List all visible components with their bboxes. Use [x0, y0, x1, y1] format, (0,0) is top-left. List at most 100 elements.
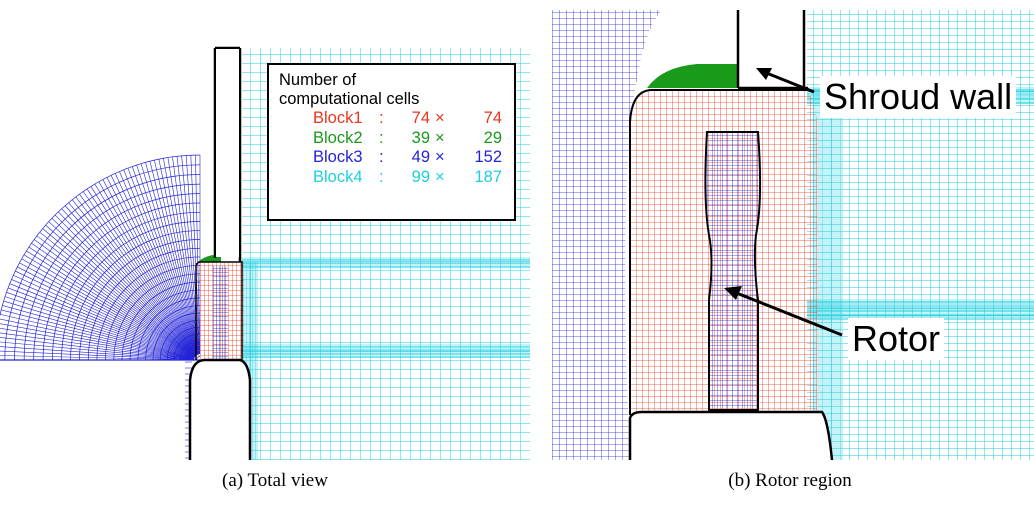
- legend-count-i: 39: [411, 128, 430, 147]
- rotor-label: Rotor: [848, 318, 945, 360]
- mesh-line: [102, 179, 198, 355]
- mesh-line: [36, 235, 196, 357]
- mesh-line: [158, 159, 200, 355]
- mesh-line: [54, 214, 196, 356]
- mesh-line: [0, 318, 195, 360]
- mesh-line: [42, 228, 196, 357]
- mesh-line: [172, 156, 200, 355]
- legend-times: ×: [435, 128, 445, 147]
- cell-count-legend: Number of computational cells Block1 : 7…: [267, 63, 516, 221]
- legend-count-i: 74: [411, 109, 430, 127]
- legend-count-j: 74: [483, 109, 502, 127]
- legend-title-line1: Number of: [279, 71, 357, 89]
- block3-outer-mesh: [552, 10, 662, 460]
- mesh-line: [6, 292, 195, 359]
- legend-count-j: 187: [474, 167, 502, 186]
- mesh-line: [23, 254, 196, 358]
- mesh-line: [0, 323, 195, 360]
- shroud-wall-arrowhead: [756, 68, 772, 80]
- mesh-line: [154, 160, 199, 355]
- mesh-line: [51, 218, 196, 357]
- legend-block-name: Block2: [313, 128, 363, 147]
- legend-row-block3: Block3 : 49 × 152: [279, 148, 514, 168]
- mesh-line: [79, 193, 197, 356]
- caption-rotor-region: (b) Rotor region: [728, 470, 852, 491]
- mesh-line: [33, 239, 196, 357]
- mesh-line: [11, 279, 195, 358]
- mesh-line: [149, 161, 199, 355]
- mesh-line: [1, 309, 195, 359]
- rotor-outline: [629, 89, 807, 415]
- hub-wall: [628, 410, 834, 460]
- legend-row-block4: Block4 : 99 × 187: [279, 168, 514, 188]
- mesh-line: [106, 177, 198, 355]
- block3-rotor-mesh: [706, 132, 760, 410]
- mesh-line: [19, 262, 195, 358]
- mesh-line: [21, 258, 195, 358]
- shroud-wall: [736, 10, 808, 90]
- mesh-line: [71, 199, 197, 356]
- rotor-arrowhead: [724, 286, 742, 300]
- mesh-line: [132, 166, 199, 355]
- mesh-line: [0, 337, 195, 360]
- mesh-line: [90, 186, 198, 356]
- caption-total-view: (a) Total view: [222, 470, 328, 491]
- mesh-line: [31, 243, 196, 357]
- legend-block-name: Block3: [313, 148, 363, 166]
- mesh-line: [2, 305, 195, 359]
- panel-rotor-region: [552, 0, 1034, 460]
- mesh-line: [9, 283, 195, 359]
- mesh-line: [110, 175, 198, 355]
- mesh-line: [0, 355, 195, 361]
- mesh-line: [140, 163, 199, 355]
- mesh-line: [3, 300, 195, 359]
- mesh-line: [114, 173, 198, 355]
- mesh-line: [15, 270, 195, 358]
- mesh-rotor-region: [552, 0, 1034, 460]
- mesh-line: [68, 202, 197, 356]
- legend-separator: :: [379, 148, 384, 166]
- rotor-arrow: [733, 290, 843, 337]
- legend-block-name: Block1: [313, 109, 363, 127]
- mesh-line: [4, 296, 195, 359]
- hub-wall: [188, 358, 252, 460]
- mesh-line: [94, 183, 198, 356]
- mesh-line: [0, 332, 195, 360]
- legend-row-block1: Block1 : 74 × 74: [279, 109, 514, 129]
- legend-times: ×: [435, 148, 445, 166]
- block2-mesh: [647, 64, 738, 88]
- mesh-line: [0, 328, 195, 360]
- wall-gap: [216, 49, 239, 257]
- mesh-line: [123, 169, 199, 355]
- shroud-wall-label: Shroud wall: [820, 76, 1017, 118]
- mesh-line: [0, 350, 195, 361]
- legend-times: ×: [435, 109, 445, 127]
- block3-rotor-mesh: [213, 266, 228, 360]
- mesh-line: [86, 188, 197, 356]
- legend-count-j: 29: [483, 128, 502, 147]
- legend-count-j: 152: [474, 148, 502, 166]
- legend-separator: :: [379, 167, 384, 186]
- block3-mesh: [0, 154, 201, 459]
- mesh-line: [7, 287, 195, 359]
- mesh-line: [39, 231, 196, 357]
- mesh-line: [58, 211, 197, 356]
- legend-count-i: 49: [411, 148, 430, 166]
- mesh-line: [0, 346, 195, 360]
- legend-title-line2: computational cells: [279, 90, 420, 108]
- mesh-line: [48, 221, 196, 357]
- mesh-line: [28, 246, 196, 357]
- mesh-line: [26, 250, 196, 358]
- rotor-outline: [195, 261, 243, 360]
- mesh-line: [127, 167, 199, 355]
- shroud-wall-arrow: [763, 70, 815, 94]
- legend-separator: :: [379, 109, 384, 127]
- legend-row-block2: Block2 : 39 × 29: [279, 129, 514, 149]
- legend-count-i: 99: [411, 167, 430, 186]
- mesh-line: [167, 157, 200, 355]
- mesh-line: [0, 341, 195, 360]
- mesh-line: [119, 171, 198, 355]
- mesh-line: [83, 191, 197, 356]
- mesh-line: [0, 314, 195, 359]
- legend-block-name: Block4: [313, 167, 363, 186]
